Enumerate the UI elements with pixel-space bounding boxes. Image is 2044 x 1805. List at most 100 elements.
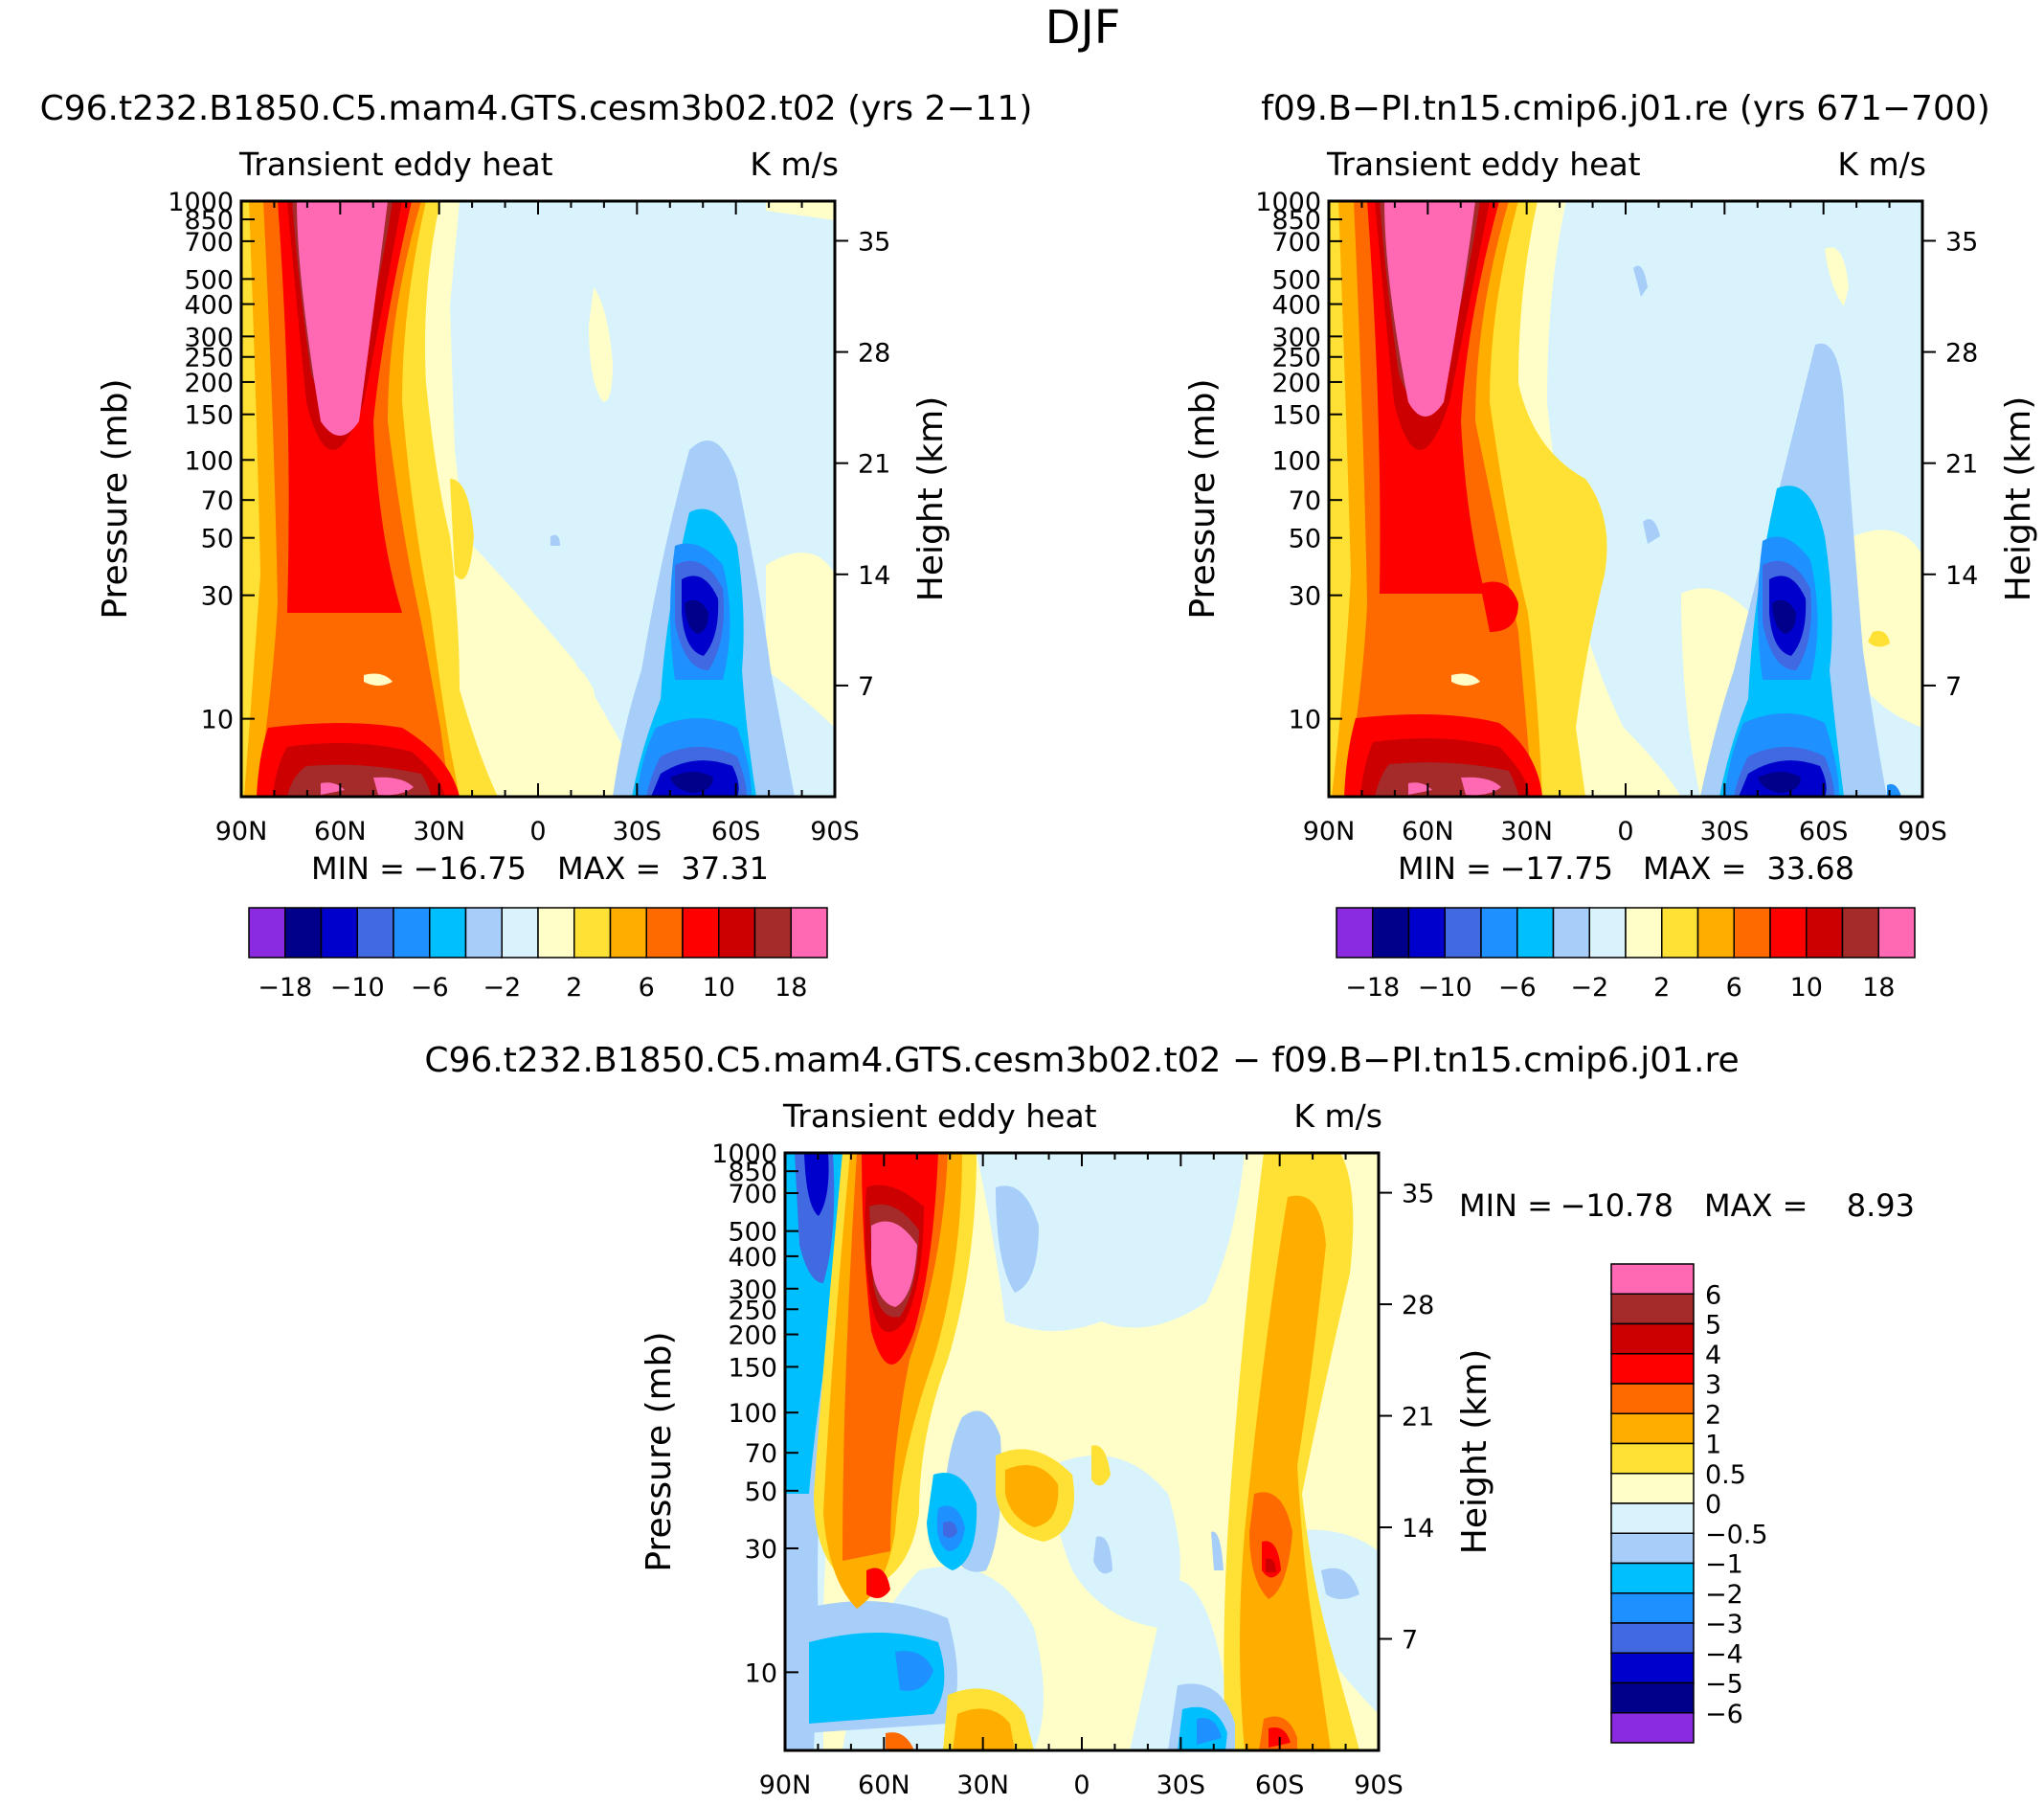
- y-tick-label: 30: [201, 582, 234, 612]
- colorbar-label: 2: [1653, 973, 1670, 1003]
- y-right-tick-label: 21: [1402, 1403, 1434, 1433]
- panel-3-y-right-ticks: 35 28 21 14 7: [1379, 1180, 1434, 1656]
- colorbar-label: 2: [1705, 1400, 1721, 1430]
- contour-fill: [766, 553, 835, 728]
- colorbar-label: 4: [1705, 1341, 1721, 1370]
- colorbar-swatch: [1480, 907, 1518, 959]
- y-tick-label: 250: [728, 1296, 777, 1325]
- panel-1-max-label: MAX =: [557, 850, 661, 887]
- contour-fill: [1266, 1558, 1276, 1572]
- y-right-tick-label: 7: [1945, 672, 1962, 702]
- x-tick-label: 30S: [613, 817, 663, 846]
- colorbar-label: −3: [1705, 1610, 1743, 1639]
- panel-2-max-label: MAX =: [1643, 850, 1746, 887]
- y-right-tick-label: 21: [858, 450, 890, 480]
- contour-fill: [953, 1708, 1015, 1750]
- contour-fill: [1005, 1465, 1059, 1527]
- contour-fill: [450, 479, 474, 579]
- colorbar-swatch: [1610, 1622, 1695, 1654]
- y-tick-label: 300: [184, 323, 234, 352]
- contour-fill: [1461, 777, 1501, 796]
- panel-1-ylabel: Pressure (mb): [96, 378, 135, 619]
- colorbar-swatch: [1610, 1293, 1695, 1325]
- colorbar-swatch: [1336, 907, 1374, 959]
- y-tick-label: 400: [184, 291, 234, 321]
- y-tick-label: 10: [1289, 706, 1321, 735]
- y-right-tick-label: 14: [858, 561, 890, 591]
- colorbar-label: 1: [1705, 1431, 1721, 1460]
- panel-1-contours: [241, 201, 835, 797]
- colorbar-swatch: [682, 907, 720, 959]
- colorbar-label: 0.5: [1705, 1460, 1746, 1490]
- x-tick-label: 90S: [1898, 817, 1947, 846]
- contour-fill: [1408, 782, 1432, 795]
- panel-3-ylabel-right: Height (km): [1455, 1349, 1494, 1554]
- y-tick-label: 500: [728, 1218, 777, 1248]
- colorbar-swatch: [429, 907, 467, 959]
- y-tick-label: 700: [1271, 228, 1321, 258]
- panel-1-ylabel-right: Height (km): [911, 396, 951, 601]
- x-tick-label: 30S: [1700, 817, 1750, 846]
- y-right-tick-label: 21: [1945, 450, 1978, 480]
- panel-3-title: C96.t232.B1850.C5.mam4.GTS.cesm3b02.t02 …: [424, 1041, 1739, 1080]
- colorbar-label: −18: [1345, 973, 1400, 1003]
- contour-fill: [550, 534, 560, 546]
- contour-fill: [871, 1221, 917, 1307]
- y-tick-label: 1000: [711, 1139, 777, 1169]
- colorbar-label: −0.5: [1705, 1520, 1768, 1549]
- contour-fill: [1321, 1568, 1359, 1599]
- panel-1-colorbar: −18 −10 −6 −2 2 6 10 18: [248, 907, 828, 1003]
- contour-fill: [1643, 519, 1660, 544]
- colorbar-swatch: [320, 907, 358, 959]
- x-tick-label: 90N: [1303, 817, 1356, 846]
- contour-fill: [1887, 783, 1901, 797]
- x-tick-label: 30S: [1157, 1771, 1206, 1800]
- colorbar-label: −10: [1418, 973, 1472, 1003]
- panel-2-colorbar: −18 −10 −6 −2 2 6 10 18: [1336, 907, 1916, 1003]
- x-tick-label: 90N: [215, 817, 268, 846]
- y-tick-label: 200: [728, 1321, 777, 1351]
- panel-2-ylabel-right: Height (km): [1999, 396, 2038, 601]
- panel-3-min-label: MIN =: [1459, 1187, 1553, 1224]
- y-right-tick-label: 14: [1402, 1514, 1434, 1544]
- contour-fill: [1384, 201, 1475, 417]
- y-tick-label: 30: [1289, 582, 1321, 612]
- panel-1-title: C96.t232.B1850.C5.mam4.GTS.cesm3b02.t02 …: [40, 89, 1033, 128]
- colorbar-label: 18: [775, 973, 807, 1003]
- colorbar-label: −1: [1705, 1550, 1743, 1580]
- panel-3-max-value: 8.93: [1847, 1187, 1915, 1224]
- x-tick-label: 90S: [1354, 1771, 1404, 1800]
- y-tick-label: 100: [1271, 446, 1321, 476]
- panel-3-max-label: MAX =: [1704, 1187, 1808, 1224]
- colorbar-swatch: [1610, 1263, 1695, 1295]
- colorbar-swatch: [753, 907, 792, 959]
- contour-fill: [1091, 1445, 1111, 1486]
- y-tick-label: 70: [1289, 486, 1321, 516]
- y-tick-label: 250: [1271, 344, 1321, 373]
- colorbar-swatch: [790, 907, 828, 959]
- colorbar-swatch: [1733, 907, 1771, 959]
- colorbar-swatch: [1610, 1652, 1695, 1684]
- contour-fill: [804, 1153, 829, 1216]
- colorbar-swatch: [609, 907, 647, 959]
- y-tick-label: 700: [184, 228, 234, 258]
- panel-2-title: f09.B−PI.tn15.cmip6.j01.re (yrs 671−700): [1261, 89, 1990, 128]
- colorbar-label: −2: [483, 973, 521, 1003]
- x-tick-label: 0: [1617, 817, 1633, 846]
- y-tick-label: 1000: [168, 188, 234, 217]
- contour-fill: [670, 772, 713, 793]
- colorbar-swatch: [718, 907, 756, 959]
- panel-1-max-value: 37.31: [681, 850, 769, 887]
- y-tick-label: 70: [201, 486, 234, 516]
- y-tick-label: 500: [1271, 265, 1321, 295]
- y-right-tick-label: 7: [1402, 1626, 1418, 1656]
- colorbar-swatch: [284, 907, 323, 959]
- colorbar-swatch: [1610, 1383, 1695, 1414]
- y-tick-label: 850: [184, 206, 234, 236]
- contour-fill: [943, 1521, 957, 1538]
- y-tick-label: 100: [728, 1399, 777, 1429]
- colorbar-swatch: [1516, 907, 1555, 959]
- panel-3-min-value: −10.78: [1561, 1187, 1673, 1224]
